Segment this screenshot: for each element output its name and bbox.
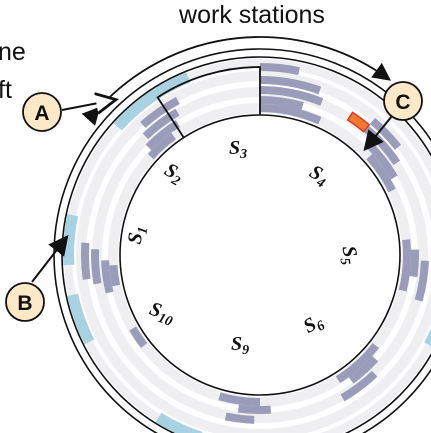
station-label-s5: S5 — [335, 244, 363, 266]
station-number: 9 — [242, 343, 249, 358]
job-bar — [101, 260, 114, 294]
job-bar — [409, 249, 419, 278]
job-bar — [109, 264, 121, 287]
shift-bands — [62, 72, 431, 433]
job-bar — [340, 370, 378, 402]
job-bar — [260, 76, 322, 95]
job-bars — [80, 63, 429, 424]
shift-band — [67, 293, 95, 345]
job-bar — [398, 239, 411, 292]
station-number: 3 — [239, 147, 247, 162]
job-bar — [414, 260, 429, 302]
job-bar — [80, 242, 91, 280]
station-label-s6: S6 — [300, 310, 328, 341]
work-stations-label: work stations — [178, 1, 325, 29]
shift-band — [155, 412, 203, 433]
station-letter: S — [229, 137, 240, 159]
job-bar — [369, 117, 402, 150]
callout-a: A — [22, 92, 114, 132]
job-bar — [260, 63, 300, 76]
job-bar — [366, 153, 396, 193]
callout-a-label: A — [34, 102, 49, 125]
sector-frame — [156, 66, 261, 139]
station-label-s10: S10 — [145, 298, 177, 330]
callout-b: B — [5, 234, 69, 322]
job-bar — [224, 412, 255, 424]
job-bar — [348, 356, 379, 384]
cut-label-line-1: ne — [0, 38, 26, 66]
direction-arrow — [81, 36, 392, 126]
station-number: 10 — [156, 311, 174, 330]
job-bar — [260, 86, 324, 106]
callout-b-label: B — [17, 292, 32, 315]
shift-band — [424, 328, 431, 346]
job-bar — [147, 132, 176, 160]
shift-band — [113, 72, 191, 131]
callout-c: C — [363, 81, 423, 152]
station-letter: S — [124, 231, 148, 246]
job-bar — [145, 120, 180, 151]
job-bar — [260, 96, 304, 110]
station-letter: S — [231, 333, 242, 355]
station-label-s3: S3 — [229, 137, 247, 162]
station-label-s2: S2 — [159, 159, 187, 190]
station-letter: S — [338, 244, 362, 259]
job-bar — [237, 404, 272, 414]
job-bar — [260, 104, 322, 125]
job-bar — [335, 343, 379, 384]
cut-label-line-2: ft — [0, 76, 12, 104]
callout-c-label: C — [395, 91, 410, 114]
job-bar — [140, 96, 180, 128]
station-number: 5 — [336, 257, 352, 266]
job-bar — [218, 392, 260, 406]
station-number: 1 — [135, 226, 151, 235]
station-label-s4: S4 — [304, 161, 332, 192]
job-bar — [91, 249, 102, 285]
track-4 — [64, 59, 431, 433]
station-label-s1: S1 — [124, 224, 152, 246]
job-bar — [129, 326, 148, 348]
station-label-s9: S9 — [231, 333, 249, 358]
schedule-tracks — [64, 59, 431, 433]
